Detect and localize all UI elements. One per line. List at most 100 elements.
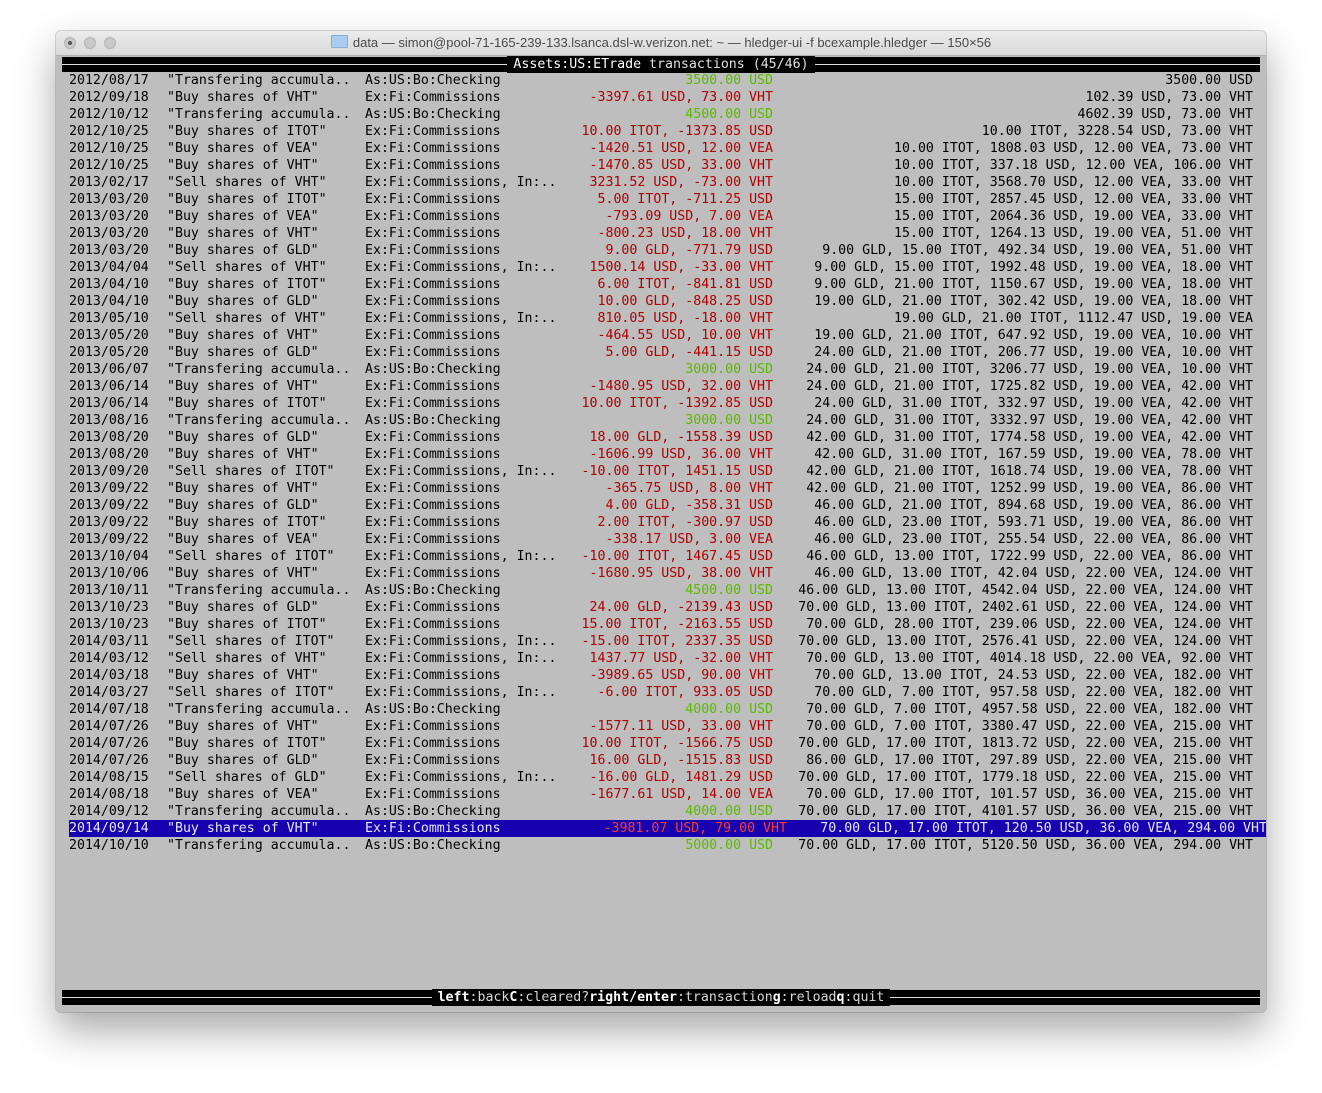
key-name: C bbox=[509, 990, 518, 1005]
transaction-row[interactable]: 2012/08/17 "Transfering accumula.. As:US:B… bbox=[62, 72, 1260, 89]
transaction-row[interactable]: 2013/03/20 "Buy shares of ITOT" Ex:Fi:Comm… bbox=[62, 191, 1260, 208]
row-description: "Sell shares of ITOT" bbox=[167, 549, 335, 564]
window-title: data — simon@pool-71-165-239-133.lsanca.… bbox=[56, 35, 1266, 50]
row-date: 2014/09/14 bbox=[69, 821, 149, 836]
row-account: As:US:Bo:Checking bbox=[365, 413, 501, 428]
row-account: Ex:Fi:Commissions bbox=[365, 192, 501, 207]
transaction-row[interactable]: 2013/03/20 "Buy shares of GLD" Ex:Fi:Commi… bbox=[62, 242, 1260, 259]
transaction-row[interactable]: 2014/03/27 "Sell shares of ITOT" Ex:Fi:Com… bbox=[62, 684, 1260, 701]
transaction-row[interactable]: 2013/08/16 "Transfering accumula.. As:US:B… bbox=[62, 412, 1260, 429]
row-balance: 9.00 GLD, 15.00 ITOT, 1992.48 USD, 19.00… bbox=[814, 260, 1253, 275]
transaction-row[interactable]: 2012/09/18 "Buy shares of VHT" Ex:Fi:Commi… bbox=[62, 89, 1260, 106]
transaction-row[interactable]: 2014/08/18 "Buy shares of VEA" Ex:Fi:Commi… bbox=[62, 786, 1260, 803]
row-account: Ex:Fi:Commissions, In:.. bbox=[365, 651, 557, 666]
row-balance: 19.00 GLD, 21.00 ITOT, 1112.47 USD, 19.0… bbox=[894, 311, 1253, 326]
row-date: 2013/09/22 bbox=[69, 481, 149, 496]
transaction-row[interactable]: 2013/10/06 "Buy shares of VHT" Ex:Fi:Commi… bbox=[62, 565, 1260, 582]
row-account: Ex:Fi:Commissions bbox=[365, 617, 501, 632]
key-action: back bbox=[477, 990, 510, 1005]
transaction-row[interactable]: 2012/10/25 "Buy shares of VEA" Ex:Fi:Commi… bbox=[62, 140, 1260, 157]
window-title-text: data — simon@pool-71-165-239-133.lsanca.… bbox=[352, 35, 992, 50]
transaction-row[interactable]: 2014/07/18 "Transfering accumula.. As:US:B… bbox=[62, 701, 1260, 718]
minimize-button[interactable] bbox=[84, 37, 96, 49]
row-date: 2013/09/22 bbox=[69, 498, 149, 513]
transaction-row[interactable]: 2014/07/26 "Buy shares of ITOT" Ex:Fi:Comm… bbox=[62, 735, 1260, 752]
transaction-row[interactable]: 2014/03/12 "Sell shares of VHT" Ex:Fi:Comm… bbox=[62, 650, 1260, 667]
row-account: Ex:Fi:Commissions, In:.. bbox=[365, 311, 557, 326]
transaction-row[interactable]: 2013/10/23 "Buy shares of GLD" Ex:Fi:Commi… bbox=[62, 599, 1260, 616]
transaction-row[interactable]: 2013/03/20 "Buy shares of VHT" Ex:Fi:Commi… bbox=[62, 225, 1260, 242]
row-description: "Buy shares of ITOT" bbox=[167, 277, 327, 292]
transaction-row[interactable]: 2013/10/11 "Transfering accumula.. As:US:B… bbox=[62, 582, 1260, 599]
row-date: 2012/10/25 bbox=[69, 124, 149, 139]
transaction-row[interactable]: 2013/09/20 "Sell shares of ITOT" Ex:Fi:Com… bbox=[62, 463, 1260, 480]
row-date: 2013/08/20 bbox=[69, 430, 149, 445]
row-balance: 86.00 GLD, 17.00 ITOT, 297.89 USD, 22.00… bbox=[806, 753, 1253, 768]
transaction-row[interactable]: 2013/06/07 "Transfering accumula.. As:US:B… bbox=[62, 361, 1260, 378]
transaction-row[interactable]: 2012/10/25 "Buy shares of ITOT" Ex:Fi:Comm… bbox=[62, 123, 1260, 140]
transaction-row[interactable]: 2014/07/26 "Buy shares of GLD" Ex:Fi:Commi… bbox=[62, 752, 1260, 769]
row-account: Ex:Fi:Commissions bbox=[365, 600, 501, 615]
transaction-row[interactable]: 2013/09/22 "Buy shares of GLD" Ex:Fi:Commi… bbox=[62, 497, 1260, 514]
row-description: "Transfering accumula.. bbox=[167, 73, 351, 88]
key-hint: left:back bbox=[438, 990, 510, 1005]
transaction-row[interactable]: 2014/07/26 "Buy shares of VHT" Ex:Fi:Commi… bbox=[62, 718, 1260, 735]
row-account: Ex:Fi:Commissions bbox=[365, 753, 501, 768]
close-button[interactable] bbox=[64, 37, 76, 49]
row-amount: 6.00 ITOT, -841.81 USD bbox=[597, 277, 774, 292]
transaction-row[interactable]: 2014/03/18 "Buy shares of VHT" Ex:Fi:Commi… bbox=[62, 667, 1260, 684]
transaction-row[interactable]: 2013/05/20 "Buy shares of VHT" Ex:Fi:Commi… bbox=[62, 327, 1260, 344]
transaction-row[interactable]: 2013/09/22 "Buy shares of VEA" Ex:Fi:Commi… bbox=[62, 531, 1260, 548]
transaction-row[interactable]: 2014/03/11 "Sell shares of ITOT" Ex:Fi:Com… bbox=[62, 633, 1260, 650]
transaction-row[interactable]: 2013/08/20 "Buy shares of GLD" Ex:Fi:Commi… bbox=[62, 429, 1260, 446]
transaction-list[interactable]: 2012/08/17 "Transfering accumula.. As:US:B… bbox=[62, 72, 1266, 854]
row-balance: 10.00 ITOT, 1808.03 USD, 12.00 VEA, 73.0… bbox=[894, 141, 1253, 156]
key-hint: q:quit bbox=[837, 990, 885, 1005]
key-name: right/enter bbox=[589, 990, 677, 1005]
row-account: Ex:Fi:Commissions bbox=[365, 124, 501, 139]
help-footer: left:back C:cleared? right/enter:transac… bbox=[62, 989, 1260, 1006]
key-help: left:back C:cleared? right/enter:transac… bbox=[431, 989, 891, 1006]
transaction-row[interactable]: 2014/09/12 "Transfering accumula.. As:US:B… bbox=[62, 803, 1260, 820]
row-date: 2012/08/17 bbox=[69, 73, 149, 88]
row-account: Ex:Fi:Commissions, In:.. bbox=[365, 770, 557, 785]
transaction-row[interactable]: 2013/05/10 "Sell shares of VHT" Ex:Fi:Comm… bbox=[62, 310, 1260, 327]
row-account: Ex:Fi:Commissions bbox=[365, 226, 501, 241]
transaction-row[interactable]: 2013/02/17 "Sell shares of VHT" Ex:Fi:Comm… bbox=[62, 174, 1260, 191]
transaction-row[interactable]: 2013/04/04 "Sell shares of VHT" Ex:Fi:Comm… bbox=[62, 259, 1260, 276]
row-balance: 9.00 GLD, 15.00 ITOT, 492.34 USD, 19.00 … bbox=[822, 243, 1253, 258]
row-amount: 5000.00 USD bbox=[685, 838, 773, 853]
row-account: As:US:Bo:Checking bbox=[365, 73, 501, 88]
transaction-row[interactable]: 2013/10/23 "Buy shares of ITOT" Ex:Fi:Comm… bbox=[62, 616, 1260, 633]
row-date: 2013/09/22 bbox=[69, 515, 149, 530]
row-description: "Buy shares of VEA" bbox=[167, 787, 319, 802]
row-balance: 46.00 GLD, 23.00 ITOT, 255.54 USD, 22.00… bbox=[814, 532, 1253, 547]
transaction-row[interactable]: 2013/05/20 "Buy shares of GLD" Ex:Fi:Commi… bbox=[62, 344, 1260, 361]
transaction-row[interactable]: 2013/04/10 "Buy shares of GLD" Ex:Fi:Commi… bbox=[62, 293, 1260, 310]
row-balance: 70.00 GLD, 17.00 ITOT, 5120.50 USD, 36.0… bbox=[798, 838, 1253, 853]
transaction-row[interactable]: 2013/08/20 "Buy shares of VHT" Ex:Fi:Commi… bbox=[62, 446, 1260, 463]
row-account: Ex:Fi:Commissions bbox=[365, 447, 501, 462]
row-balance: 70.00 GLD, 17.00 ITOT, 4101.57 USD, 36.0… bbox=[798, 804, 1253, 819]
transaction-row-selected[interactable]: 2014/09/14 "Buy shares of VHT" Ex:Fi:Commi… bbox=[69, 820, 1266, 837]
transaction-row[interactable]: 2014/10/10 "Transfering accumula.. As:US:B… bbox=[62, 837, 1260, 854]
transaction-row[interactable]: 2013/09/22 "Buy shares of VHT" Ex:Fi:Commi… bbox=[62, 480, 1260, 497]
terminal-screen[interactable]: Assets:US:ETrade transactions (45/46) 20… bbox=[62, 56, 1266, 1012]
transaction-row[interactable]: 2013/03/20 "Buy shares of VEA" Ex:Fi:Commi… bbox=[62, 208, 1260, 225]
transaction-row[interactable]: 2014/08/15 "Sell shares of GLD" Ex:Fi:Comm… bbox=[62, 769, 1260, 786]
row-account: Ex:Fi:Commissions bbox=[365, 430, 501, 445]
zoom-button[interactable] bbox=[104, 37, 116, 49]
transaction-row[interactable]: 2012/10/25 "Buy shares of VHT" Ex:Fi:Commi… bbox=[62, 157, 1260, 174]
transaction-row[interactable]: 2013/10/04 "Sell shares of ITOT" Ex:Fi:Com… bbox=[62, 548, 1260, 565]
row-account: Ex:Fi:Commissions bbox=[365, 209, 501, 224]
row-description: "Buy shares of GLD" bbox=[167, 345, 319, 360]
row-balance: 15.00 ITOT, 1264.13 USD, 19.00 VEA, 51.0… bbox=[894, 226, 1253, 241]
transaction-row[interactable]: 2013/04/10 "Buy shares of ITOT" Ex:Fi:Comm… bbox=[62, 276, 1260, 293]
row-balance: 70.00 GLD, 13.00 ITOT, 4014.18 USD, 22.0… bbox=[806, 651, 1253, 666]
transaction-row[interactable]: 2013/09/22 "Buy shares of ITOT" Ex:Fi:Comm… bbox=[62, 514, 1260, 531]
row-date: 2012/09/18 bbox=[69, 90, 149, 105]
transaction-row[interactable]: 2013/06/14 "Buy shares of VHT" Ex:Fi:Commi… bbox=[62, 378, 1260, 395]
key-separator: : bbox=[517, 990, 526, 1005]
transaction-row[interactable]: 2012/10/12 "Transfering accumula.. As:US:B… bbox=[62, 106, 1260, 123]
transaction-row[interactable]: 2013/06/14 "Buy shares of ITOT" Ex:Fi:Comm… bbox=[62, 395, 1260, 412]
